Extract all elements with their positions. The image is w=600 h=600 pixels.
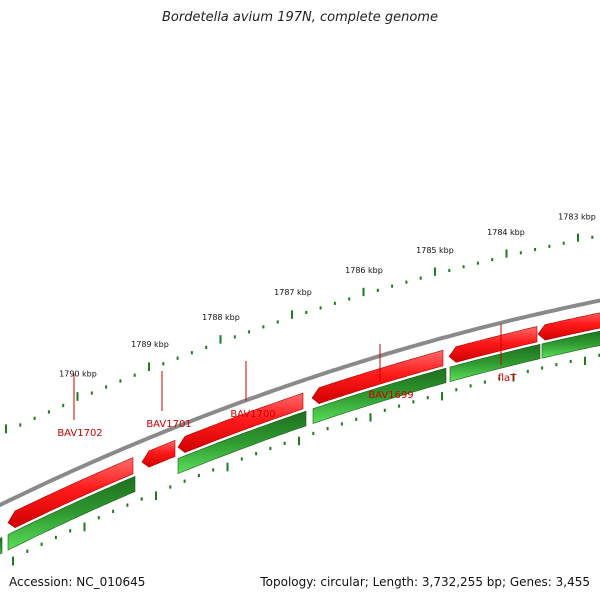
forward-gene <box>141 439 176 468</box>
reverse-gene <box>449 343 541 382</box>
gene-labels: BAV1702 BAV1701 BAV1700 BAV1699 flaT <box>57 324 517 439</box>
reverse-gene <box>7 475 136 551</box>
kbp-label: 1788 kbp <box>202 313 240 322</box>
gene-label: BAV1700 <box>230 409 275 420</box>
genome-backbone <box>0 298 600 508</box>
accession-text: Accession: NC_010645 <box>9 575 146 589</box>
kbp-label: 1787 kbp <box>274 288 312 297</box>
genome-title: Bordetella avium 197N, complete genome <box>162 10 438 25</box>
tick-marks <box>5 233 600 566</box>
forward-strand-genes <box>7 312 600 529</box>
kbp-label: 1789 kbp <box>131 340 169 349</box>
reverse-gene <box>0 537 3 555</box>
reverse-strand-genes <box>0 330 600 555</box>
gene-label: BAV1699 <box>368 390 413 401</box>
forward-gene <box>177 392 304 453</box>
forward-gene <box>311 349 444 404</box>
kbp-label: 1786 kbp <box>345 266 383 275</box>
topology-text: Topology: circular; Length: 3,732,255 bp… <box>260 575 590 589</box>
gene-label: flaT <box>498 373 517 384</box>
forward-gene <box>537 312 600 341</box>
reverse-gene <box>312 367 447 424</box>
kbp-label: 1790 kbp <box>59 370 97 379</box>
forward-gene <box>7 457 134 529</box>
gene-label: BAV1702 <box>57 428 102 439</box>
forward-gene <box>448 326 538 363</box>
kbp-label: 1784 kbp <box>487 228 525 237</box>
kbp-labels: 1790 kbp 1789 kbp 1788 kbp 1787 kbp 1786 kbp… <box>59 212 596 378</box>
kbp-label: 1783 kbp <box>558 212 596 221</box>
kbp-label: 1785 kbp <box>416 246 454 255</box>
gene-label: BAV1701 <box>146 419 191 430</box>
reverse-gene <box>177 410 307 475</box>
reverse-gene <box>541 330 600 359</box>
